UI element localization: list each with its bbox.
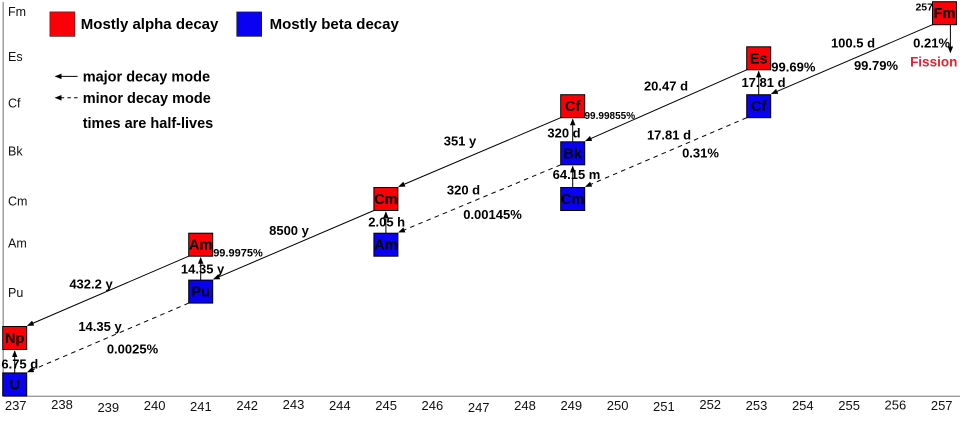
svg-text:Es: Es: [8, 50, 23, 64]
svg-text:Np: Np: [5, 331, 24, 347]
svg-text:17.81 d: 17.81 d: [741, 75, 785, 90]
svg-text:U: U: [9, 377, 19, 393]
svg-text:14.35 y: 14.35 y: [78, 319, 122, 334]
svg-text:Fission: Fission: [910, 55, 957, 70]
svg-text:Mostly beta decay: Mostly beta decay: [270, 16, 400, 33]
svg-text:255: 255: [838, 398, 860, 413]
svg-text:247: 247: [468, 400, 490, 415]
svg-text:240: 240: [144, 398, 166, 413]
svg-text:246: 246: [422, 398, 444, 413]
svg-text:99.69%: 99.69%: [771, 60, 816, 75]
svg-text:Cm: Cm: [374, 192, 397, 208]
svg-text:250: 250: [607, 398, 629, 413]
svg-text:245: 245: [375, 398, 397, 413]
svg-text:0.31%: 0.31%: [682, 146, 719, 161]
svg-text:320 d: 320 d: [547, 126, 580, 141]
svg-text:Cf: Cf: [751, 99, 766, 115]
svg-text:8500 y: 8500 y: [269, 223, 310, 238]
svg-text:248: 248: [514, 398, 536, 413]
svg-text:minor decay mode: minor decay mode: [83, 91, 211, 107]
svg-text:6.75 d: 6.75 d: [1, 357, 38, 372]
svg-text:times are half-lives: times are half-lives: [83, 116, 214, 132]
svg-text:0.21%: 0.21%: [913, 35, 950, 50]
svg-text:2.05 h: 2.05 h: [368, 215, 405, 230]
svg-text:Am: Am: [374, 238, 397, 254]
svg-text:252: 252: [699, 397, 721, 412]
svg-text:254: 254: [792, 398, 814, 413]
svg-text:Pu: Pu: [8, 286, 23, 300]
svg-text:320 d: 320 d: [447, 183, 480, 198]
svg-text:17.81 d: 17.81 d: [647, 128, 691, 143]
svg-text:99.79%: 99.79%: [854, 58, 899, 73]
svg-text:242: 242: [236, 398, 258, 413]
svg-text:Bk: Bk: [8, 144, 23, 158]
svg-text:64.15 m: 64.15 m: [553, 167, 601, 182]
svg-text:Es: Es: [750, 51, 768, 67]
svg-text:Cm: Cm: [8, 194, 27, 208]
svg-text:241: 241: [190, 399, 212, 414]
svg-text:239: 239: [97, 400, 119, 415]
svg-text:Fm: Fm: [8, 5, 26, 19]
svg-text:249: 249: [560, 398, 582, 413]
svg-text:Cf: Cf: [8, 97, 21, 111]
svg-text:351 y: 351 y: [444, 134, 477, 149]
svg-text:257: 257: [931, 398, 953, 413]
svg-text:Cf: Cf: [565, 99, 580, 115]
svg-text:Pu: Pu: [191, 285, 210, 301]
svg-text:14.35 y: 14.35 y: [181, 262, 225, 277]
svg-text:Am: Am: [189, 238, 212, 254]
svg-text:99.9975%: 99.9975%: [213, 248, 263, 260]
svg-text:Cm: Cm: [561, 192, 584, 208]
svg-text:99.99855%: 99.99855%: [585, 111, 636, 122]
svg-text:251: 251: [653, 399, 675, 414]
svg-text:0.00145%: 0.00145%: [463, 207, 522, 222]
svg-text:0.0025%: 0.0025%: [107, 342, 159, 357]
svg-text:Bk: Bk: [563, 146, 582, 162]
svg-text:Mostly alpha decay: Mostly alpha decay: [81, 16, 219, 33]
svg-text:432.2 y: 432.2 y: [69, 277, 113, 292]
svg-text:253: 253: [746, 398, 768, 413]
svg-text:Fm: Fm: [934, 6, 956, 22]
svg-text:237: 237: [5, 398, 27, 413]
svg-text:major decay mode: major decay mode: [83, 69, 210, 85]
svg-text:244: 244: [329, 398, 351, 413]
svg-text:243: 243: [283, 397, 305, 412]
svg-text:20.47 d: 20.47 d: [644, 79, 688, 94]
svg-text:256: 256: [885, 398, 907, 413]
svg-text:257: 257: [915, 2, 933, 14]
svg-text:Am: Am: [8, 236, 27, 250]
svg-text:100.5 d: 100.5 d: [831, 36, 875, 51]
svg-text:238: 238: [51, 397, 73, 412]
